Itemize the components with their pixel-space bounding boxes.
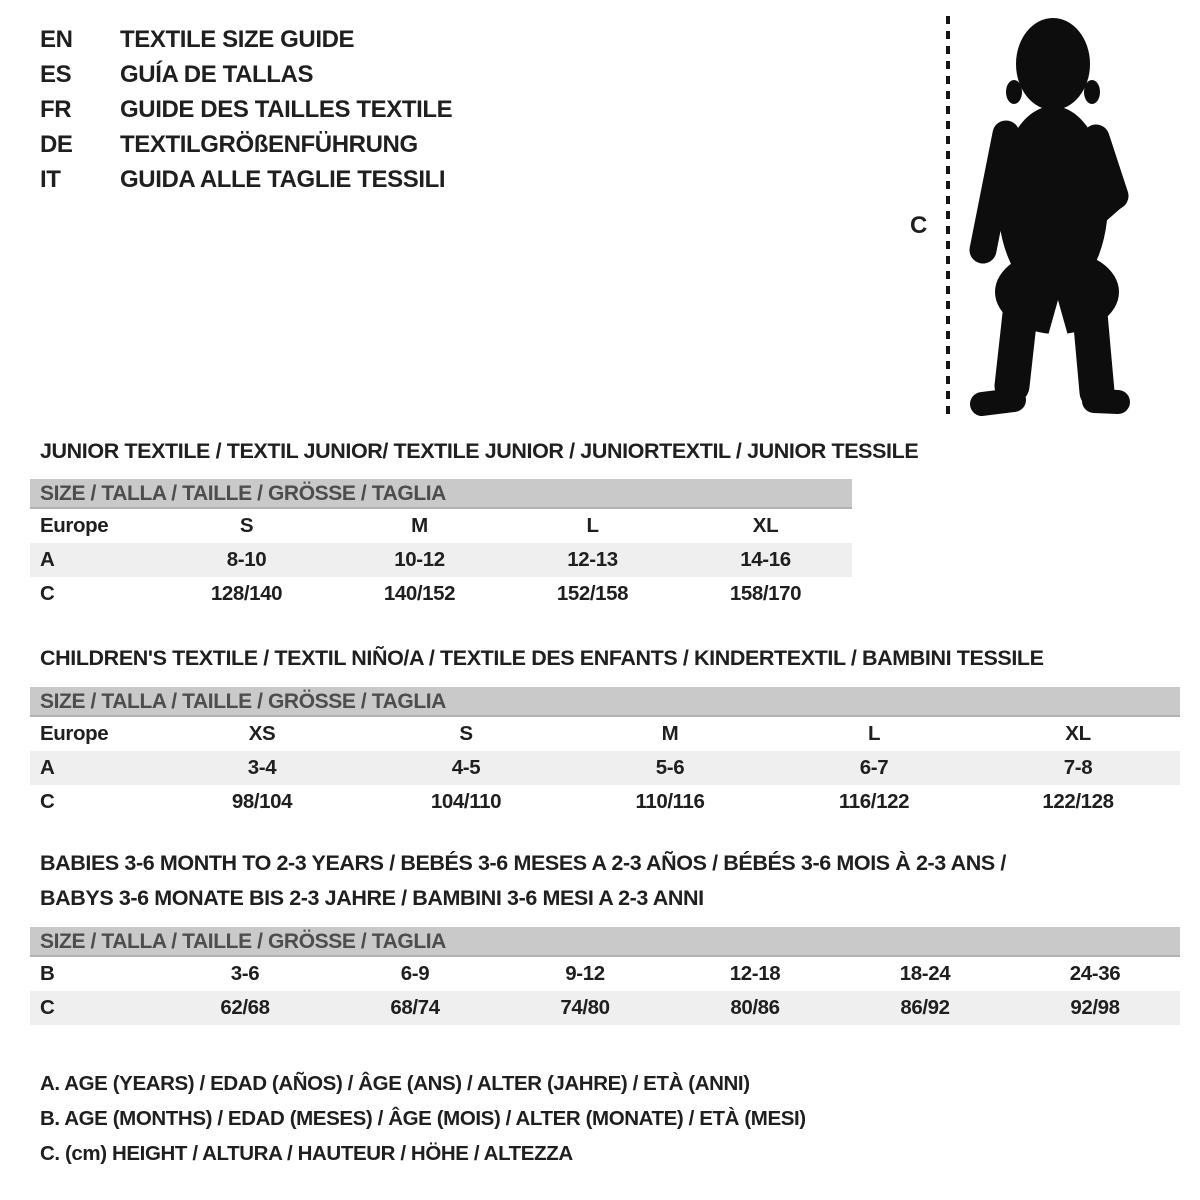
language-code: FR [40,95,72,123]
legend-line-a: A. AGE (YEARS) / EDAD (AÑOS) / ÂGE (ANS)… [40,1072,750,1095]
row-value: 140/152 [383,582,456,605]
language-code: IT [40,165,61,193]
language-row: DE TEXTILGRÖßENFÜHRUNG [40,127,452,162]
row-value: 104/110 [430,790,502,813]
row-value: 98/104 [231,790,293,813]
legend-line-c: C. (cm) HEIGHT / ALTURA / HAUTEUR / HÖHE… [40,1142,573,1165]
row-label: C [40,790,55,813]
language-label: TEXTILGRÖßENFÜHRUNG [120,130,418,158]
row-value: 68/74 [390,996,440,1019]
row-value: 110/116 [635,790,705,813]
row-label: Europe [40,514,109,537]
row-label: C [40,996,55,1019]
row-value: 12-13 [567,548,618,571]
size-table-babies: SIZE / TALLA / TAILLE / GRÖSSE / TAGLIA … [30,927,1180,1025]
legend: A. AGE (YEARS) / EDAD (AÑOS) / ÂGE (ANS)… [40,1066,806,1171]
table-row-age: A 8-10 10-12 12-13 14-16 [30,543,852,577]
height-measure-label: C [910,212,927,239]
row-label: B [40,962,55,985]
row-value: 80/86 [730,996,780,1019]
row-value: 86/92 [900,996,950,1019]
legend-line-b: B. AGE (MONTHS) / EDAD (MESES) / ÂGE (MO… [40,1107,806,1130]
row-value: M [411,514,428,537]
row-value: 14-16 [740,548,791,571]
language-row: IT GUIDA ALLE TAGLIE TESSILI [40,162,452,197]
row-value: L [586,514,599,537]
row-value: 128/140 [210,582,283,605]
row-label: A [40,756,55,779]
row-value: 18-24 [899,962,951,985]
row-value: 116/122 [838,790,910,813]
row-value: 158/170 [729,582,802,605]
row-label: A [40,548,55,571]
section-title-children: CHILDREN'S TEXTILE / TEXTIL NIÑO/A / TEX… [40,646,1044,670]
table-row-age: A 3-4 4-5 5-6 6-7 7-8 [30,751,1180,785]
table-row-europe: Europe S M L XL [30,509,852,543]
row-value: 5-6 [655,756,685,779]
language-label: GUIDE DES TAILLES TEXTILE [120,95,453,123]
row-value: L [867,722,881,745]
row-value: 6-7 [859,756,889,779]
language-row: EN TEXTILE SIZE GUIDE [40,22,452,57]
language-code: DE [40,130,73,158]
table-header-bar: SIZE / TALLA / TAILLE / GRÖSSE / TAGLIA [30,927,1180,957]
section-title-junior: JUNIOR TEXTILE / TEXTIL JUNIOR/ TEXTILE … [40,439,919,463]
row-value: XL [752,514,779,537]
row-value: M [661,722,679,745]
table-header-bar: SIZE / TALLA / TAILLE / GRÖSSE / TAGLIA [30,479,852,509]
row-value: 24-36 [1069,962,1121,985]
section-title-babies-line2: BABYS 3-6 MONATE BIS 2-3 JAHRE / BAMBINI… [40,886,704,910]
table-row-height: C 98/104 104/110 110/116 116/122 122/128 [30,785,1180,819]
row-value: 6-9 [400,962,430,985]
table-row-height: C 62/68 68/74 74/80 80/86 86/92 92/98 [30,991,1180,1025]
baby-silhouette-icon [969,18,1130,416]
row-value: 3-6 [230,962,260,985]
row-label: Europe [40,722,109,745]
height-dashed-line [946,16,950,416]
language-label: GUÍA DE TALLAS [120,60,314,88]
row-value: XL [1065,722,1091,745]
table-header-bar: SIZE / TALLA / TAILLE / GRÖSSE / TAGLIA [30,687,1180,717]
row-value: 7-8 [1063,756,1093,779]
language-row: FR GUIDE DES TAILLES TEXTILE [40,92,453,127]
row-value: 12-18 [729,962,781,985]
row-value: 3-4 [247,756,277,779]
row-value: 152/158 [556,582,629,605]
size-table-children: SIZE / TALLA / TAILLE / GRÖSSE / TAGLIA … [30,687,1180,819]
row-value: 10-12 [394,548,445,571]
table-row-age-months: B 3-6 6-9 9-12 12-18 18-24 24-36 [30,957,1180,991]
row-value: S [239,514,254,537]
size-table-junior: SIZE / TALLA / TAILLE / GRÖSSE / TAGLIA … [30,479,852,611]
language-label: GUIDA ALLE TAGLIE TESSILI [120,165,446,193]
section-title-babies-line1: BABIES 3-6 MONTH TO 2-3 YEARS / BEBÉS 3-… [40,851,1006,875]
row-value: 9-12 [565,962,605,985]
table-row-height: C 128/140 140/152 152/158 158/170 [30,577,852,611]
language-code: EN [40,25,73,53]
language-list: EN TEXTILE SIZE GUIDE ES GUÍA DE TALLAS … [40,22,453,197]
language-row: ES GUÍA DE TALLAS [40,57,452,92]
language-code: ES [40,60,72,88]
table-row-europe: Europe XS S M L XL [30,717,1180,751]
language-label: TEXTILE SIZE GUIDE [120,25,355,53]
row-value: S [459,722,473,745]
row-value: 122/128 [1042,790,1114,813]
row-value: 74/80 [560,996,610,1019]
row-value: XS [248,722,276,745]
row-label: C [40,582,55,605]
row-value: 62/68 [220,996,270,1019]
row-value: 4-5 [451,756,481,779]
row-value: 92/98 [1070,996,1120,1019]
row-value: 8-10 [226,548,267,571]
